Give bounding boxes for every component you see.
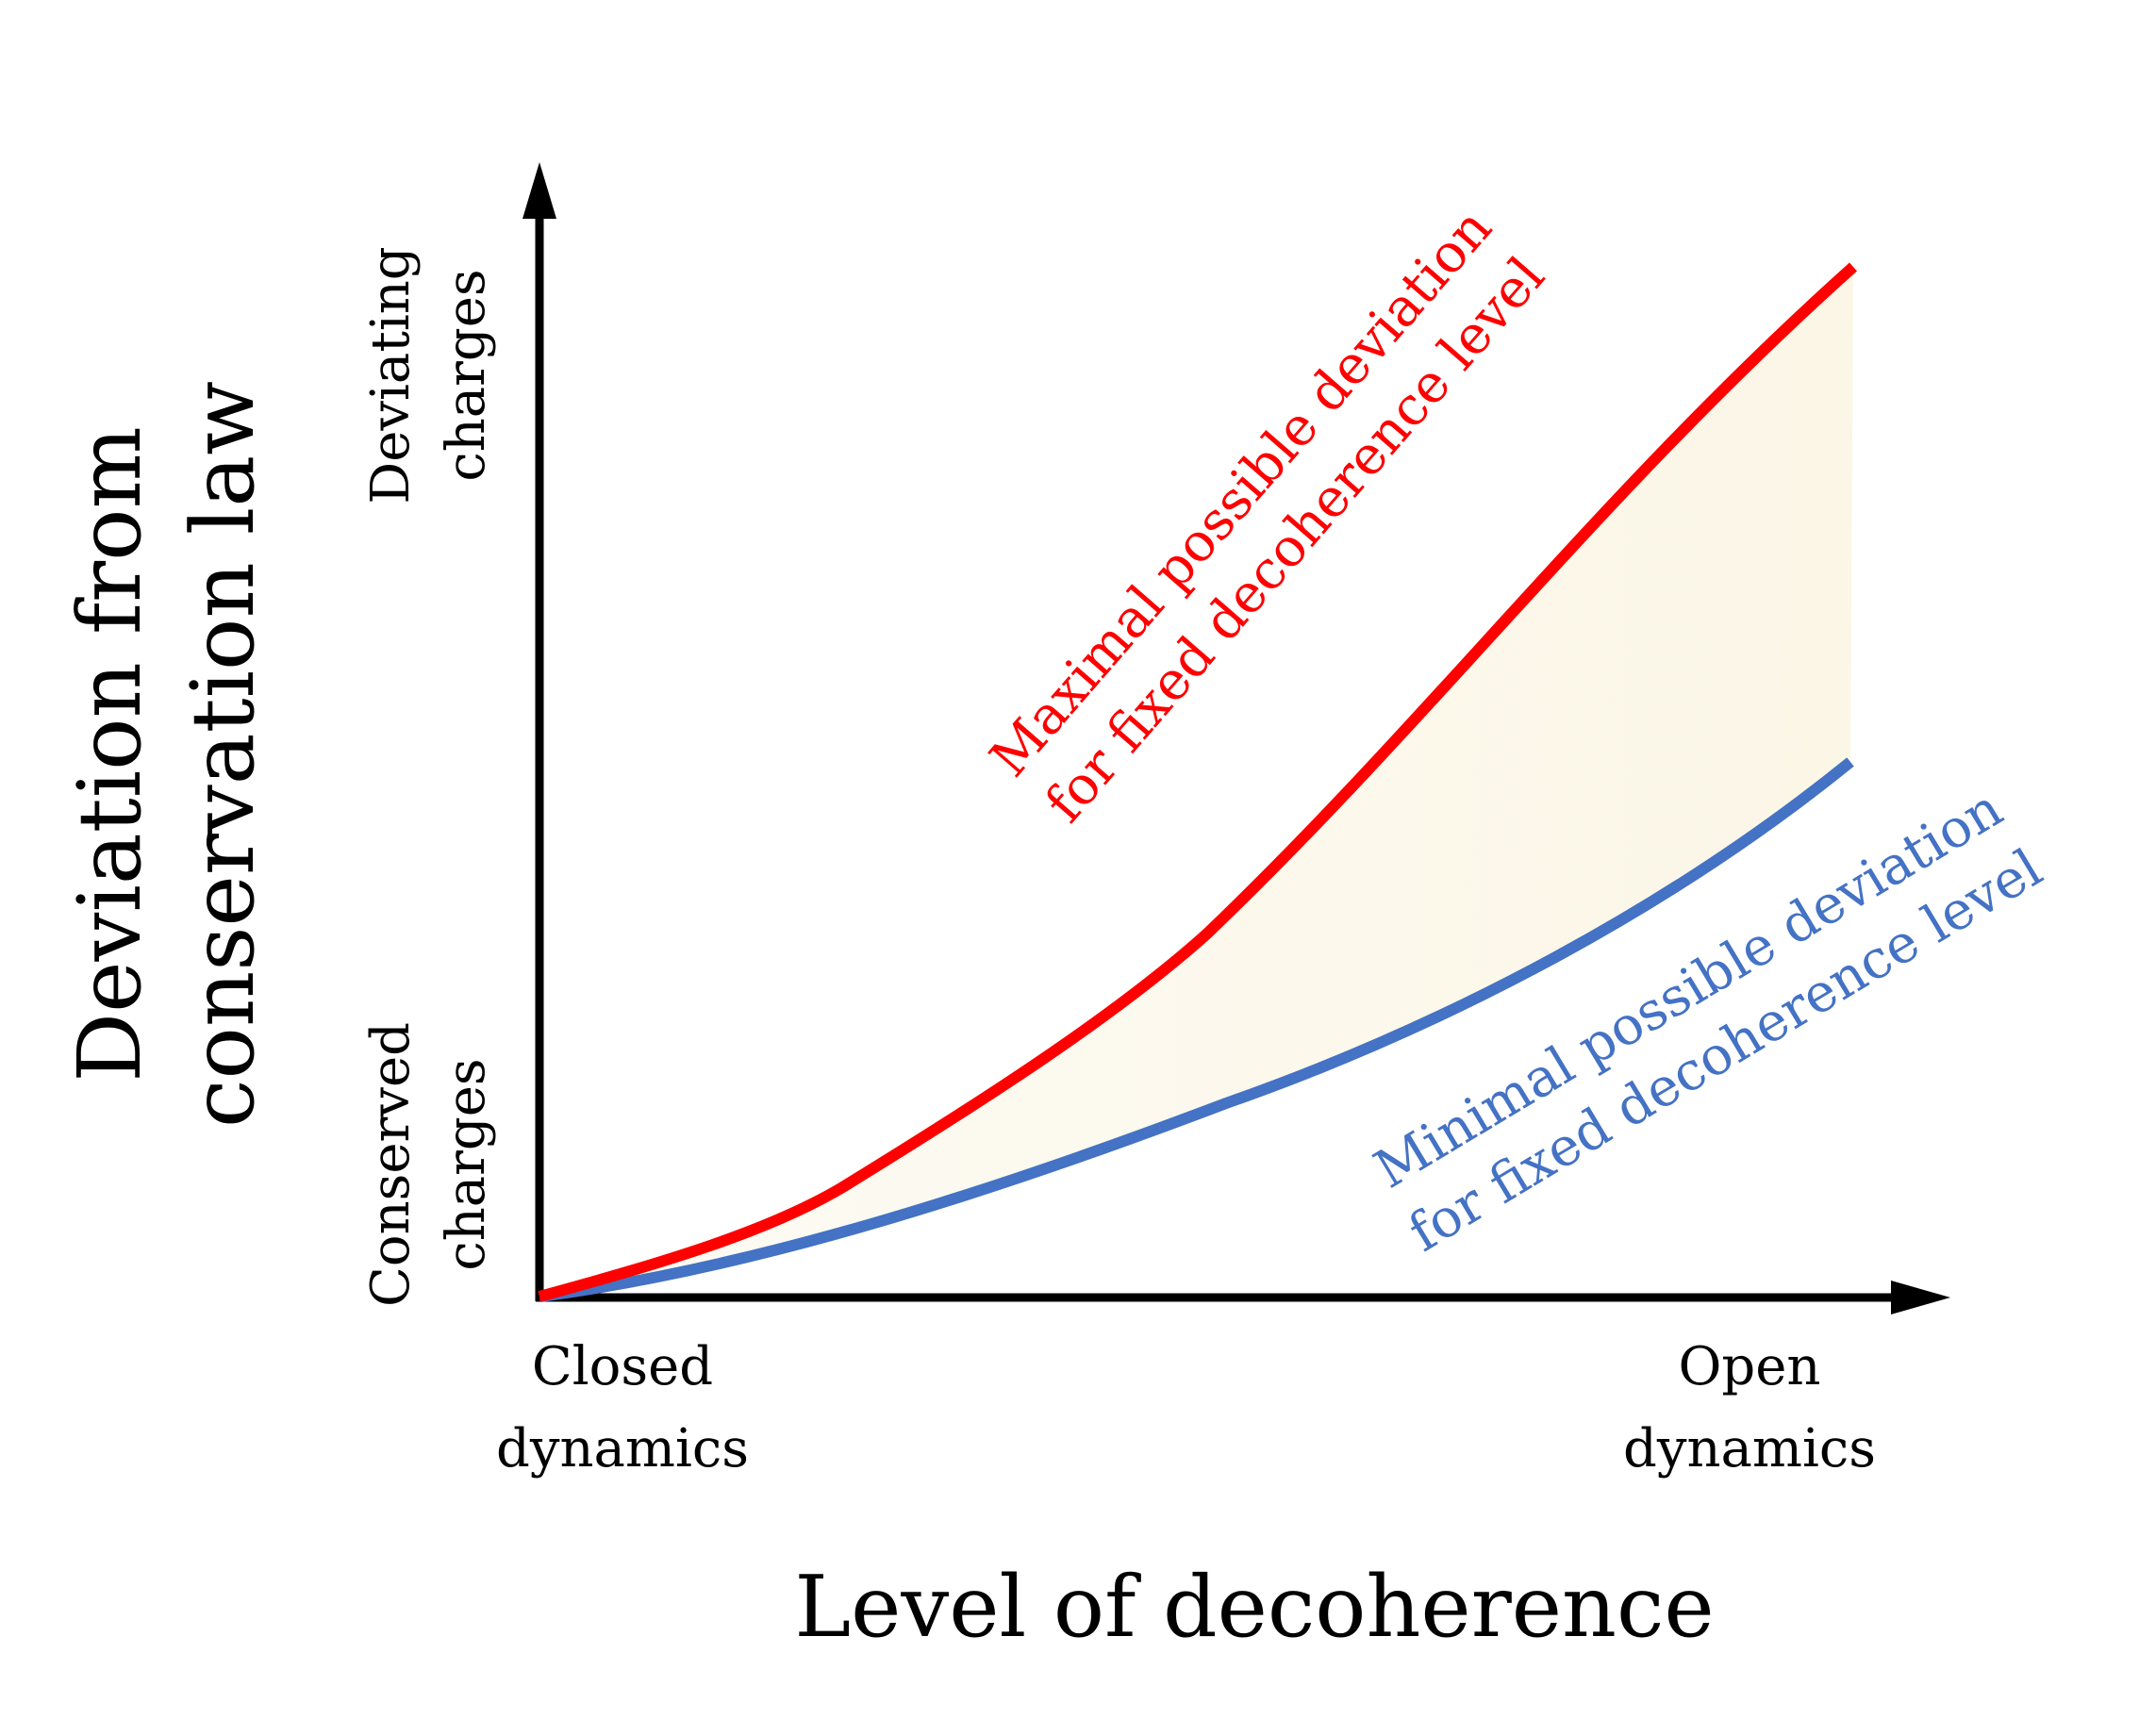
- x-left-label-line2: dynamics: [496, 1418, 749, 1479]
- y-axis-arrowhead: [522, 162, 556, 219]
- min-deviation-curve: [539, 757, 1854, 1302]
- y-axis-title-line2: conservation law: [173, 381, 274, 1128]
- x-right-label-line2: dynamics: [1623, 1418, 1876, 1479]
- x-left-label-line1: Closed: [532, 1336, 713, 1397]
- y-bottom-label-line1: Conserved: [360, 1022, 422, 1307]
- deviation-region-fill: [538, 267, 1853, 1297]
- x-axis-title: Level of decoherence: [794, 1558, 1714, 1657]
- x-axis-arrowhead: [1891, 1281, 1950, 1314]
- y-bottom-label-line2: charges: [436, 1058, 497, 1270]
- x-right-label-line1: Open: [1679, 1336, 1821, 1397]
- y-top-label-line2: charges: [436, 269, 497, 481]
- max-deviation-curve: [538, 262, 1858, 1302]
- y-top-label-line1: Deviating: [360, 246, 422, 504]
- y-axis-title-line1: Deviation from: [59, 426, 160, 1082]
